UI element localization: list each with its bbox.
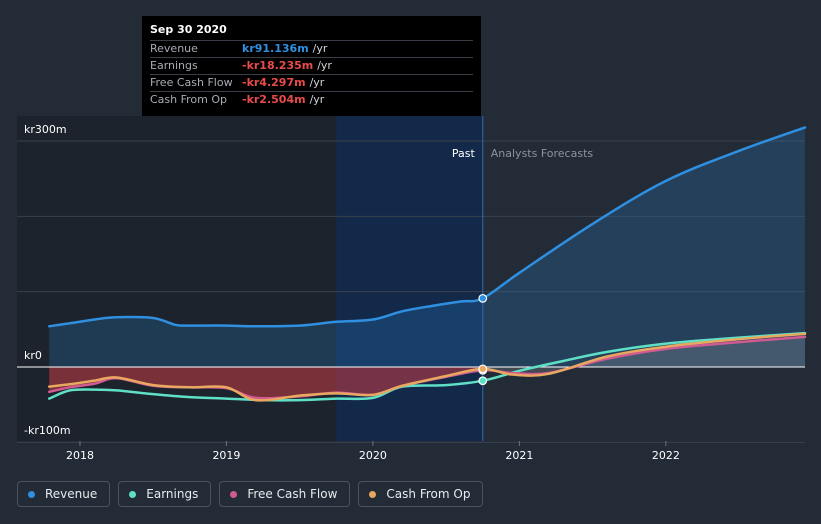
y-tick-label: -kr100m xyxy=(24,424,71,438)
y-tick-label: kr300m xyxy=(24,123,67,136)
tooltip-row-unit: /yr xyxy=(312,42,328,55)
x-axis: 2018 2019 2020 2021 2022 xyxy=(66,441,680,462)
x-tick-label: 2022 xyxy=(652,449,680,462)
tooltip-row-value: -kr2.504m xyxy=(242,93,306,106)
legend-item-earnings[interactable]: Earnings xyxy=(118,481,212,507)
series-lines xyxy=(47,126,807,402)
tooltip-row-unit: /yr xyxy=(309,93,325,106)
tooltip: Sep 30 2020 Revenue kr91.136m/yr Earnings -… xyxy=(142,16,481,116)
cash-from-op-line xyxy=(47,332,807,402)
tooltip-row-unit: /yr xyxy=(317,59,332,72)
tooltip-row-value: -kr4.297m xyxy=(242,76,306,89)
legend-item-cash-from-op[interactable]: Cash From Op xyxy=(358,481,484,507)
legend-dot-icon xyxy=(28,490,35,498)
tooltip-row-label: Free Cash Flow xyxy=(150,76,233,89)
tooltip-row: Free Cash Flow -kr4.297m/yr xyxy=(150,74,473,91)
tooltip-rows: Revenue kr91.136m/yr Earnings -kr18.235m/yr… xyxy=(150,40,473,108)
x-tick-label: 2021 xyxy=(505,449,533,462)
legend-label: Free Cash Flow xyxy=(247,487,338,501)
forecast-label: Analysts Forecasts xyxy=(491,147,594,160)
tooltip-row-unit: /yr xyxy=(309,76,325,89)
forecast-area xyxy=(482,336,805,375)
tooltip-row-label: Earnings xyxy=(150,59,198,72)
tooltip-row-label: Revenue xyxy=(150,42,198,55)
x-tick-label: 2018 xyxy=(66,449,94,462)
tooltip-markers xyxy=(478,293,488,386)
legend-label: Cash From Op xyxy=(386,487,471,501)
series-areas xyxy=(49,127,805,399)
legend-label: Revenue xyxy=(45,487,98,501)
x-tick-label: 2019 xyxy=(212,449,240,462)
tooltip-row-value: kr91.136m xyxy=(242,42,309,55)
legend-dot-icon xyxy=(230,490,238,498)
grid-lines xyxy=(17,140,805,443)
legend-dot-icon xyxy=(369,490,377,498)
tooltip-row: Revenue kr91.136m/yr xyxy=(150,40,473,57)
past-label: Past xyxy=(452,147,476,160)
loss-area xyxy=(49,367,483,399)
legend-item-free-cash-flow[interactable]: Free Cash Flow xyxy=(219,481,351,507)
y-tick-label: kr0 xyxy=(24,349,42,362)
legend-item-revenue[interactable]: Revenue xyxy=(17,481,111,507)
legend: Revenue Earnings Free Cash Flow Cash From O… xyxy=(17,481,484,509)
chart-canvas: 2018 2019 2020 2021 2022 Past Analysts Forec… xyxy=(17,116,807,462)
tooltip-date: Sep 30 2020 xyxy=(150,23,227,36)
tooltip-row: Cash From Op -kr2.504m/yr xyxy=(150,91,473,108)
legend-label: Earnings xyxy=(146,487,199,501)
tooltip-row: Earnings -kr18.235m/yr xyxy=(150,57,473,74)
tooltip-row-label: Cash From Op xyxy=(150,93,228,106)
cash-from-op-marker xyxy=(478,364,488,374)
revenue-marker xyxy=(478,293,488,303)
earnings-marker xyxy=(478,376,488,386)
tooltip-row-value: -kr18.235m xyxy=(242,59,314,72)
x-tick-label: 2020 xyxy=(359,449,387,462)
revenue-area xyxy=(49,127,805,368)
revenue-line xyxy=(47,126,807,328)
earnings-line xyxy=(47,331,807,402)
legend-dot-icon xyxy=(129,490,137,498)
